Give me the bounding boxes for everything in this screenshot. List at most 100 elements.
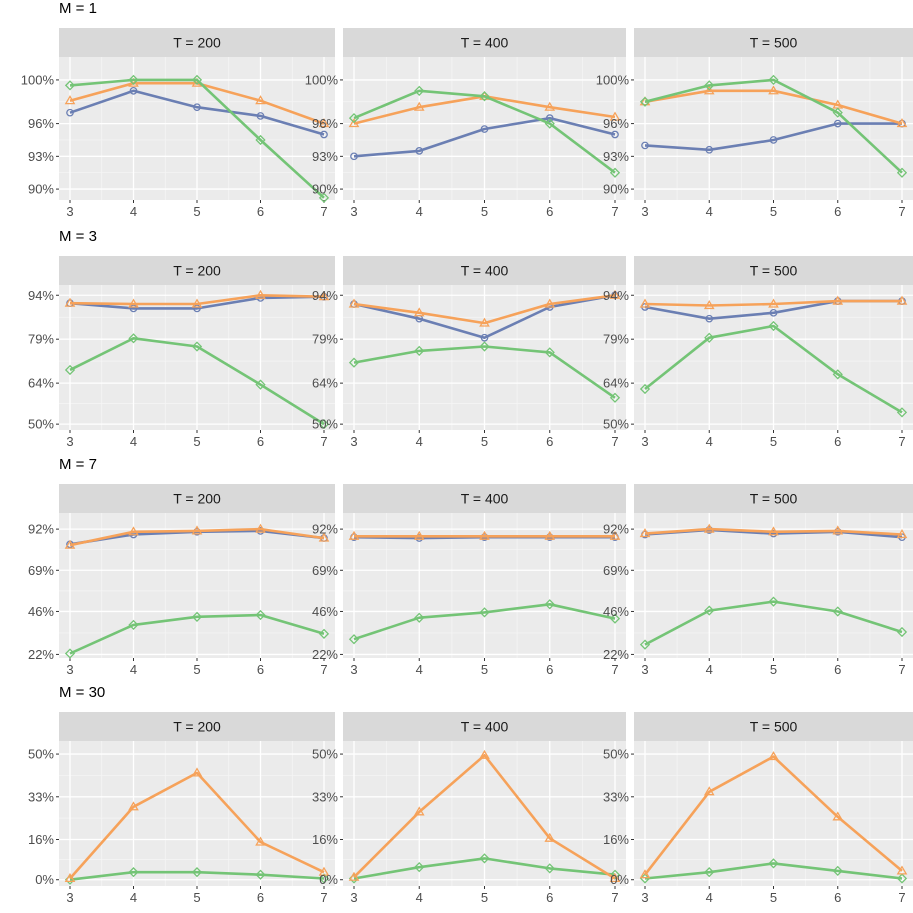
row-title: M = 30 [59, 684, 105, 701]
y-tick-label: 46% [603, 604, 629, 619]
y-tick-label: 93% [312, 149, 338, 164]
x-tick-label: 3 [66, 204, 73, 219]
data-point-green [414, 85, 425, 96]
data-point-orange [64, 95, 76, 105]
x-tick-label: 4 [706, 662, 713, 677]
data-point-orange [639, 869, 651, 879]
data-point-blue [705, 145, 714, 154]
x-tick-label: 5 [193, 434, 200, 449]
x-tick-label: 7 [898, 662, 905, 677]
data-point-green [544, 863, 555, 874]
facet-strip [634, 28, 913, 57]
x-tick-label: 7 [320, 434, 327, 449]
data-point-orange [639, 528, 651, 538]
y-tick-label: 0% [319, 872, 338, 887]
facet-strip-label: T = 500 [750, 35, 798, 51]
y-tick-label: 90% [603, 182, 629, 197]
series-line-orange [644, 527, 903, 536]
x-tick-label: 6 [834, 434, 841, 449]
y-tick-label: 33% [312, 789, 338, 804]
y-tick-label: 69% [603, 563, 629, 578]
y-tick-label: 79% [312, 332, 338, 347]
y-tick-label: 100% [305, 72, 339, 87]
x-tick-label: 5 [770, 204, 777, 219]
facet-strip [634, 484, 913, 513]
data-point-orange [544, 101, 556, 111]
data-point-green [609, 167, 621, 178]
x-tick-label: 7 [898, 204, 905, 219]
x-tick-label: 7 [611, 662, 618, 677]
data-point-blue [705, 314, 714, 323]
x-tick-label: 4 [416, 890, 423, 905]
data-point-green [609, 613, 621, 624]
facet-strip-label: T = 200 [173, 263, 221, 279]
data-point-green [704, 867, 715, 878]
facet-strip [634, 256, 913, 285]
x-tick-label: 7 [611, 204, 618, 219]
y-tick-label: 33% [603, 789, 629, 804]
x-tick-label: 4 [706, 890, 713, 905]
series-line-green [353, 89, 616, 174]
data-point-orange [768, 298, 779, 308]
series-line-blue [353, 116, 616, 158]
x-tick-label: 6 [546, 204, 553, 219]
data-point-green [639, 639, 651, 650]
series-line-green [69, 870, 325, 881]
data-point-orange [348, 298, 360, 308]
data-point-green [128, 619, 139, 631]
data-point-orange [318, 291, 330, 301]
data-point-green [64, 80, 76, 91]
series-line-green [644, 862, 903, 880]
data-point-orange [896, 865, 908, 875]
facet-strip-label: T = 200 [173, 35, 221, 51]
series-line-green [69, 336, 325, 426]
row-title: M = 3 [59, 228, 97, 245]
facet-panel: T = 500 90% 93% 96% 100% 3 4 5 6 7 [596, 28, 913, 219]
x-tick-label: 6 [257, 434, 264, 449]
data-point-orange [318, 866, 330, 876]
data-point-green [768, 858, 779, 869]
x-tick-label: 3 [350, 890, 357, 905]
data-point-green [318, 419, 330, 430]
x-tick-label: 6 [834, 662, 841, 677]
data-point-green [255, 869, 266, 880]
x-tick-label: 3 [641, 434, 648, 449]
data-point-green [318, 628, 330, 639]
data-point-green [544, 118, 555, 129]
y-tick-label: 96% [603, 116, 629, 131]
data-point-green [832, 107, 843, 118]
data-point-green [896, 407, 908, 418]
x-tick-label: 6 [546, 890, 553, 905]
data-point-orange [544, 298, 556, 308]
data-point-green [768, 74, 779, 86]
x-tick-label: 4 [416, 204, 423, 219]
data-point-green [609, 392, 621, 403]
y-tick-label: 79% [28, 332, 54, 347]
series-line-green [69, 78, 325, 199]
data-point-orange [609, 111, 621, 121]
data-point-green [348, 113, 360, 124]
facet-strip [59, 256, 335, 285]
x-tick-label: 5 [193, 204, 200, 219]
y-tick-label: 50% [603, 417, 629, 432]
y-tick-label: 50% [28, 747, 54, 762]
data-point-orange [832, 295, 844, 305]
y-tick-label: 50% [312, 417, 338, 432]
x-tick-label: 7 [898, 890, 905, 905]
x-tick-label: 6 [834, 890, 841, 905]
x-tick-label: 4 [416, 434, 423, 449]
facet-strip [343, 712, 626, 741]
y-tick-label: 96% [312, 116, 338, 131]
y-tick-label: 93% [28, 149, 54, 164]
data-point-green [768, 320, 779, 332]
data-point-blue [545, 114, 554, 122]
facet-strip [59, 28, 335, 57]
series-line-orange [644, 89, 903, 125]
series-line-orange [69, 771, 325, 880]
x-tick-label: 3 [350, 204, 357, 219]
y-tick-label: 16% [603, 832, 629, 847]
facet-panel: T = 200 22% 46% 69% 92% 3 4 5 6 7 [28, 484, 335, 677]
data-point-green [128, 333, 139, 344]
data-point-orange [609, 872, 621, 883]
data-point-green [639, 383, 651, 395]
